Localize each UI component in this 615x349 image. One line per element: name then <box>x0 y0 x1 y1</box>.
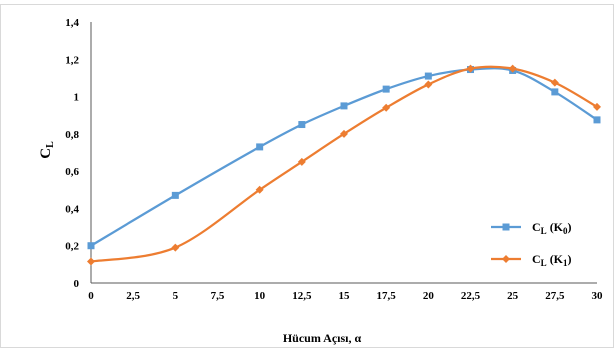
y-tick-label: 1 <box>74 92 80 104</box>
y-tick-label: 1,4 <box>65 17 79 29</box>
x-tick-label: 7,5 <box>211 290 225 302</box>
x-tick-label: 27,5 <box>545 290 565 302</box>
legend: CL (K0) CL (K1) <box>491 220 572 268</box>
x-tick-label: 25 <box>507 290 519 302</box>
legend-label-1: CL (K1) <box>532 252 572 268</box>
series-line-1 <box>90 65 598 263</box>
y-tick-label: 0,4 <box>65 203 79 215</box>
data-point-k0 <box>256 143 264 151</box>
data-point-k0 <box>87 242 95 250</box>
data-point-k0 <box>171 191 179 199</box>
x-axis-title: Hücum Açısı, α <box>283 331 362 345</box>
y-tick-label: 0,2 <box>65 241 79 253</box>
data-point-k0 <box>593 116 601 124</box>
legend-marker-k0 <box>502 223 510 231</box>
y-tick-label: 1,2 <box>65 54 79 66</box>
x-tick-label: 17,5 <box>377 290 397 302</box>
y-tick-label: 0,8 <box>65 129 79 141</box>
x-tick-label: 30 <box>592 290 604 302</box>
x-tick-label: 20 <box>423 290 435 302</box>
data-point-k1 <box>255 185 264 194</box>
data-point-k1 <box>508 64 517 73</box>
plot-area: 0 0,2 0,4 0,6 0,8 1 1,2 1,4 0 2,5 5 7,5 10 12,5 15 17,5… <box>65 17 603 302</box>
data-point-k1 <box>340 129 348 138</box>
data-point-k1 <box>171 243 180 252</box>
legend-marker-k1 <box>502 255 510 263</box>
x-tick-label: 5 <box>173 290 179 302</box>
data-point-k1 <box>424 80 433 89</box>
chart-border <box>0 4 614 348</box>
data-point-k0 <box>551 88 559 96</box>
data-point-k1 <box>87 257 95 266</box>
x-tick-label: 12,5 <box>292 290 312 302</box>
data-point-k1 <box>466 64 475 73</box>
x-tick-label: 10 <box>254 290 266 302</box>
y-axis-title: CL <box>38 141 56 159</box>
data-point-k0 <box>424 72 432 80</box>
data-point-k1 <box>593 102 601 111</box>
data-point-k1 <box>382 103 391 112</box>
data-point-k1 <box>297 157 306 166</box>
data-point-k0 <box>340 102 348 110</box>
data-point-k1 <box>550 78 559 87</box>
x-tick-label: 0 <box>88 290 94 302</box>
series-line-0 <box>90 67 598 247</box>
y-tick-label: 0 <box>74 278 80 290</box>
x-tick-label: 15 <box>339 290 351 302</box>
legend-label-0: CL (K0) <box>532 220 572 236</box>
x-tick-label: 22,5 <box>461 290 481 302</box>
data-point-k0 <box>382 85 390 93</box>
data-point-k0 <box>298 121 306 129</box>
y-tick-label: 0,6 <box>65 166 79 178</box>
x-tick-label: 2,5 <box>126 290 140 302</box>
